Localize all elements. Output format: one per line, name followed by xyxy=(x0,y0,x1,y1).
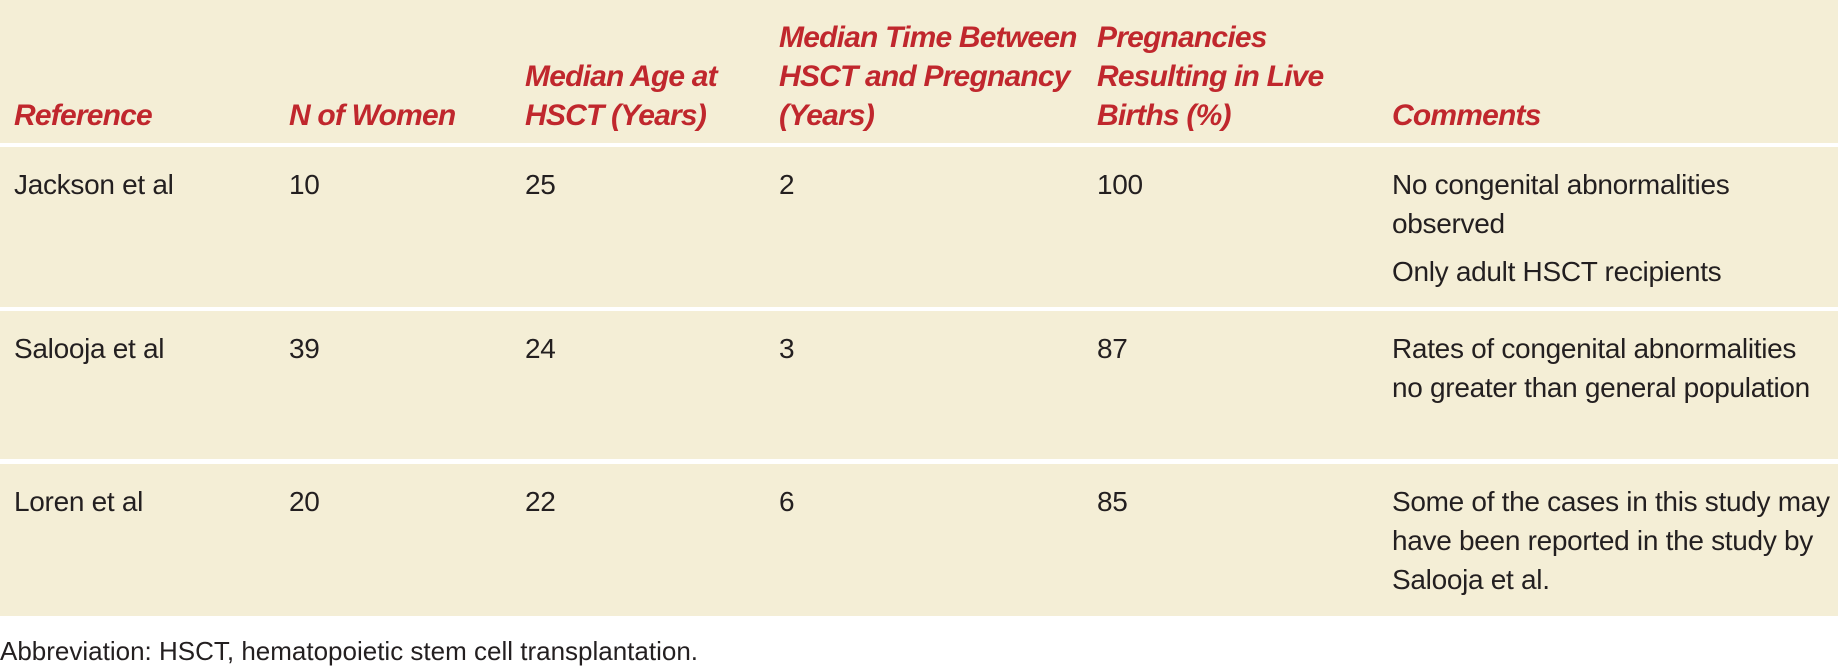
comment-text: Only adult HSCT recipients xyxy=(1392,256,1722,287)
value-cell: 20 xyxy=(289,486,320,517)
comment-cell: Rates of congenital abnormalities no gre… xyxy=(1392,329,1832,416)
value-cell: 100 xyxy=(1097,169,1143,200)
column-header: Reference xyxy=(14,99,153,132)
comment-text: Rates of congenital abnormalities no gre… xyxy=(1392,333,1810,403)
footnote: Abbreviation: HSCT, hematopoietic stem c… xyxy=(0,636,699,666)
comment-text: Some of the cases in this study may have… xyxy=(1392,486,1830,595)
table: Reference N of Women Median Age at HSCT (Y… xyxy=(0,0,1838,616)
value-cell: 85 xyxy=(1097,486,1128,517)
reference-cell: Salooja et al xyxy=(14,333,165,364)
comment-text: No congenital abnormalities observed xyxy=(1392,169,1730,239)
header-row: Reference N of Women Median Age at HSCT (Y… xyxy=(0,0,1838,135)
comment-cell: Some of the cases in this study may have… xyxy=(1392,482,1832,608)
reference-cell: Jackson et al xyxy=(14,169,174,200)
value-cell: 25 xyxy=(525,169,556,200)
value-cell: 6 xyxy=(779,486,795,517)
column-header: Pregnancies Resulting in Live Births (%) xyxy=(1097,21,1324,132)
value-cell: 3 xyxy=(779,333,795,364)
value-cell: 2 xyxy=(779,169,795,200)
column-header: N of Women xyxy=(289,99,456,132)
row-band xyxy=(0,464,1838,616)
column-header: Comments xyxy=(1392,99,1541,132)
value-cell: 10 xyxy=(289,169,320,200)
reference-cell: Loren et al xyxy=(14,486,144,517)
row-band xyxy=(0,311,1838,459)
row-band xyxy=(0,147,1838,307)
value-cell: 87 xyxy=(1097,333,1128,364)
column-header: Median Time Between HSCT and Pregnancy (… xyxy=(779,21,1077,132)
header-band xyxy=(0,0,1838,143)
value-cell: 39 xyxy=(289,333,320,364)
comment-cell: No congenital abnormalities observed Only… xyxy=(1392,165,1832,300)
value-cell: 24 xyxy=(525,333,556,364)
value-cell: 22 xyxy=(525,486,556,517)
column-header: Median Age at HSCT (Years) xyxy=(525,60,718,132)
